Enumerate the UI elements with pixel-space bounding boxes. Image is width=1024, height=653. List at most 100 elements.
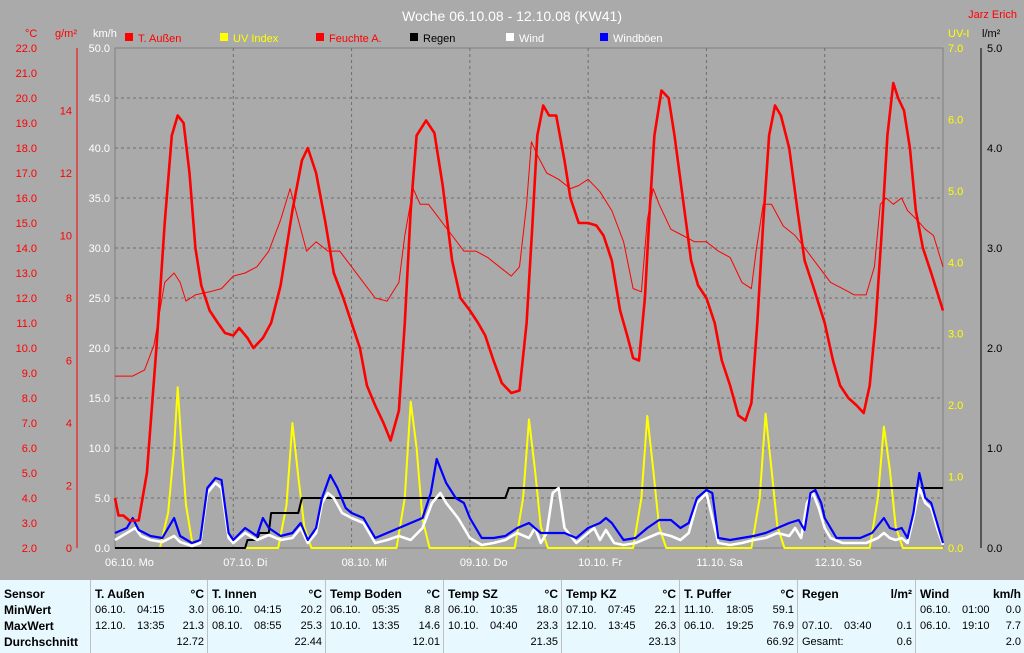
stats-max-value: 23.3	[536, 620, 558, 632]
x-tick-label: 07.10. Di	[223, 557, 267, 569]
axes: 06.10. Mo 07.10. Di 08.10. Mi 09.10. Do 10.1…	[16, 28, 1003, 569]
temp-tick-label: 5.0	[22, 468, 37, 480]
rain-tick-label: 0.0	[987, 543, 1002, 555]
legend-swatch	[125, 33, 133, 41]
stats-unit: km/h	[992, 587, 1021, 601]
humidity-tick-label: 10	[60, 231, 72, 243]
stats-max-value: 7.7	[1005, 620, 1021, 632]
rain-tick-label: 3.0	[987, 243, 1002, 255]
wind-tick-label: 30.0	[89, 243, 110, 255]
stats-avg-value: 21.35	[530, 636, 558, 648]
stats-sensor-name: T. Innen	[212, 587, 257, 601]
stats-max-value: 26.3	[654, 620, 676, 632]
humidity-tick-label: 4	[66, 418, 72, 430]
stats-avg-label: Durchschnitt	[4, 635, 79, 649]
stats-column: T. Außen °C 06.10. 04:15 3.0 12.10. 13:35 21.3 1…	[90, 580, 208, 653]
stats-max-time: 19:10	[962, 620, 990, 632]
axis-unit-label: UV-I	[948, 28, 969, 40]
legend-swatch	[506, 33, 514, 41]
series-line-regen	[115, 487, 943, 549]
stats-unit: °C	[662, 587, 676, 601]
series-line-t-au-en	[113, 81, 945, 522]
stats-unit: °C	[426, 587, 440, 601]
stats-column: Wind km/h 06.10. 01:00 0.0 06.10. 19:10 7.7 2.0	[915, 580, 1024, 653]
legend-swatch	[220, 33, 228, 41]
stats-unit: °C	[308, 587, 322, 601]
stats-avg-value: 12.72	[176, 636, 204, 648]
temp-tick-label: 17.0	[16, 168, 37, 180]
x-tick-label: 08.10. Mi	[342, 557, 387, 569]
stats-max-time: 08:55	[254, 620, 282, 632]
rain-tick-label: 2.0	[987, 343, 1002, 355]
stats-avg-value: 0.6	[896, 636, 912, 648]
temp-tick-label: 3.0	[22, 518, 37, 530]
stats-avg-value: 66.92	[766, 636, 794, 648]
stats-sensor-name: Wind	[920, 587, 950, 601]
stats-avg-value: 22.44	[294, 636, 322, 648]
uv-tick-label: 4.0	[948, 257, 963, 269]
temp-tick-label: 10.0	[16, 343, 37, 355]
temp-tick-label: 11.0	[16, 318, 37, 330]
stats-min-value: 20.2	[300, 604, 322, 616]
temp-tick-label: 14.0	[16, 243, 37, 255]
series-line-windb-en	[114, 457, 945, 545]
stats-min-date: 06.10.	[212, 604, 243, 616]
legend-entry: Windböen	[613, 33, 663, 45]
stats-min-value: 0.0	[1005, 604, 1021, 616]
uv-tick-label: 6.0	[948, 114, 963, 126]
stats-max-time: 13:45	[608, 620, 636, 632]
stats-avg-label: Gesamt:	[802, 636, 844, 648]
legend-entry: Wind	[519, 33, 544, 45]
legend-entry: Regen	[423, 33, 455, 45]
stats-avg-value: 23.13	[648, 636, 676, 648]
uv-tick-label: 3.0	[948, 329, 963, 341]
wind-tick-label: 45.0	[89, 93, 110, 105]
stats-sensor-name: T. Außen	[95, 587, 145, 601]
legend-swatch	[316, 33, 324, 41]
humidity-tick-label: 2	[66, 481, 72, 493]
stats-avg-value: 12.01	[412, 636, 440, 648]
rain-tick-label: 5.0	[987, 43, 1002, 55]
temp-tick-label: 15.0	[16, 218, 37, 230]
x-tick-label: 09.10. Do	[460, 557, 508, 569]
stats-max-date: 10.10.	[330, 620, 361, 632]
stats-max-date: 06.10.	[920, 620, 951, 632]
stats-min-time: 18:05	[726, 604, 754, 616]
stats-max-time: 13:35	[137, 620, 165, 632]
temp-tick-label: 13.0	[16, 268, 37, 280]
series-group	[113, 81, 945, 549]
temp-tick-label: 20.0	[16, 93, 37, 105]
stats-sensor-name: Temp Boden	[330, 587, 402, 601]
wind-tick-label: 15.0	[89, 393, 110, 405]
stats-max-time: 13:35	[372, 620, 400, 632]
temp-tick-label: 21.0	[16, 68, 37, 80]
wind-tick-label: 40.0	[89, 143, 110, 155]
humidity-tick-label: 12	[60, 168, 72, 180]
stats-column: Temp Boden °C 06.10. 05:35 8.8 10.10. 13:35 14.…	[325, 580, 444, 653]
stats-min-date: 06.10.	[95, 604, 126, 616]
stats-header-label: Sensor	[4, 587, 45, 601]
statistics-table: Sensor MinWert MaxWert Durchschnitt T. A…	[0, 580, 1024, 653]
stats-column: Temp KZ °C 07.10. 07:45 22.1 12.10. 13:45 26.3 2…	[561, 580, 680, 653]
legend-swatch	[600, 33, 608, 41]
temp-tick-label: 16.0	[16, 193, 37, 205]
temp-tick-label: 8.0	[22, 393, 37, 405]
stats-column: Regen l/m² 07.10. 03:40 0.1 Gesamt: 0.6	[797, 580, 916, 653]
stats-min-value: 59.1	[772, 604, 794, 616]
chart-title: Woche 06.10.08 - 12.10.08 (KW41)	[402, 8, 622, 24]
uv-tick-label: 5.0	[948, 186, 963, 198]
axis-unit-label: °C	[25, 28, 37, 40]
stats-min-time: 04:15	[137, 604, 165, 616]
uv-tick-label: 0.0	[948, 543, 963, 555]
stats-column: Temp SZ °C 06.10. 10:35 18.0 10.10. 04:40 23.3 2…	[443, 580, 562, 653]
temp-tick-label: 22.0	[16, 43, 37, 55]
stats-min-time: 01:00	[962, 604, 990, 616]
axis-unit-label: km/h	[93, 28, 117, 40]
temp-tick-label: 12.0	[16, 293, 37, 305]
stats-max-value: 0.1	[896, 620, 912, 632]
stats-unit: °C	[190, 587, 204, 601]
uv-tick-label: 7.0	[948, 43, 963, 55]
series-line-feuchte-a-	[115, 141, 944, 377]
stats-min-value: 18.0	[536, 604, 558, 616]
stats-max-value: 25.3	[300, 620, 322, 632]
